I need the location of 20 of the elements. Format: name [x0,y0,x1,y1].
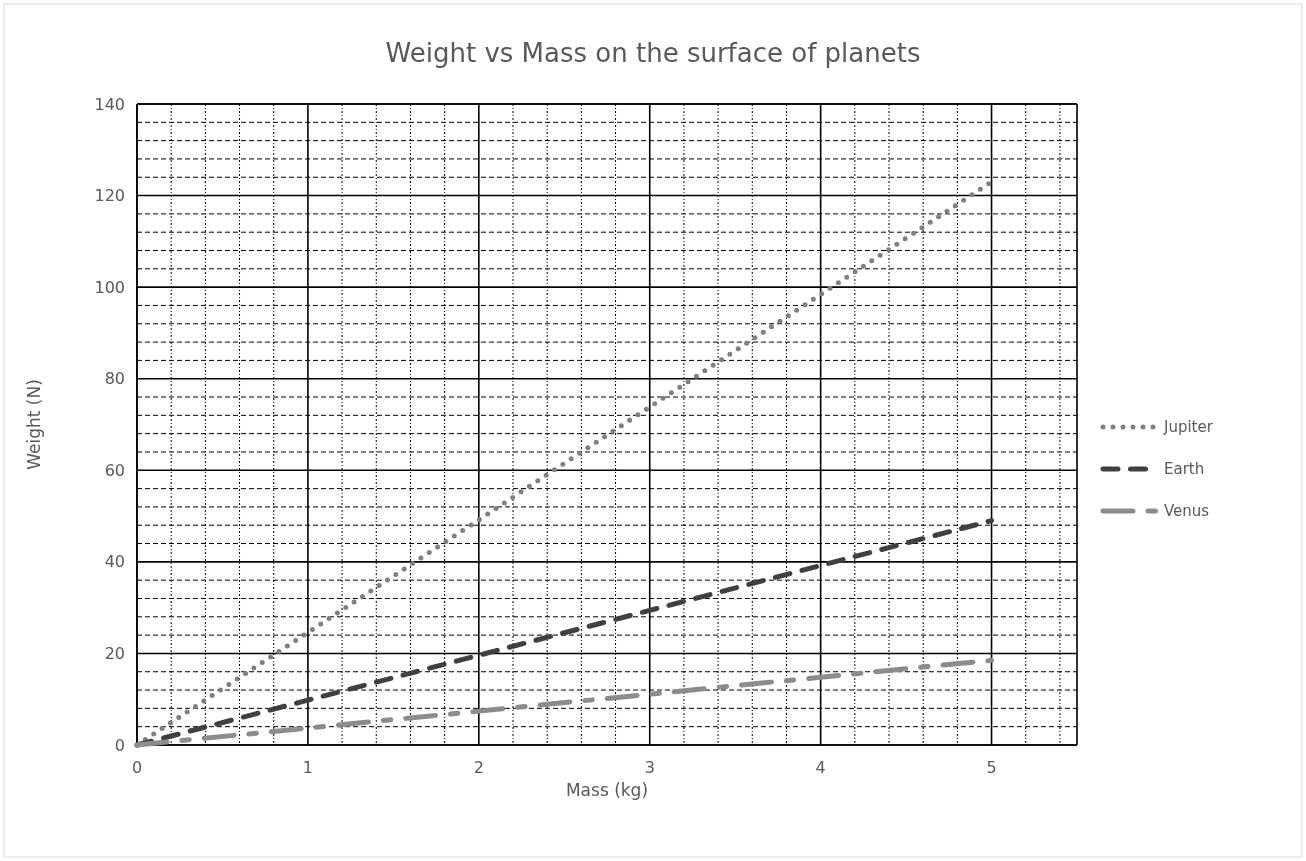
y-tick-label: 40 [104,552,125,572]
x-tick-label: 5 [986,758,997,777]
x-axis-title: Mass (kg) [565,780,649,800]
x-tick-label: 4 [815,758,826,777]
y-tick-label: 0 [114,735,125,755]
y-tick-label: 140 [94,94,125,114]
legend-label: Venus [1164,502,1210,521]
y-tick-label: 100 [94,277,125,297]
chart-title: Weight vs Mass on the surface of planets [385,38,921,68]
legend-label: Jupiter [1163,418,1214,437]
y-tick-label: 80 [104,369,125,389]
y-axis-title: Weight (N) [24,379,44,470]
x-tick-label: 3 [644,758,655,777]
x-tick-label: 0 [131,758,143,777]
y-tick-label: 20 [104,644,125,664]
x-tick-label: 2 [473,758,484,777]
legend-label: Earth [1164,460,1205,479]
y-tick-label: 120 [94,186,125,206]
x-tick-label: 1 [302,758,313,777]
y-tick-label: 60 [104,460,125,480]
